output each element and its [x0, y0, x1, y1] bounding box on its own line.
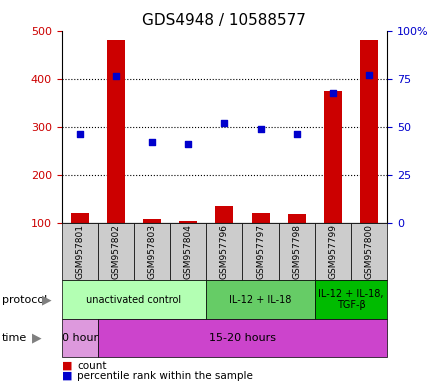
Bar: [288, 214, 306, 223]
Bar: [71, 213, 89, 223]
Title: GDS4948 / 10588577: GDS4948 / 10588577: [143, 13, 306, 28]
Point: [149, 139, 156, 145]
Text: GSM957800: GSM957800: [365, 224, 374, 279]
Text: ▶: ▶: [42, 293, 51, 306]
Text: ■: ■: [62, 361, 72, 371]
Bar: [279, 223, 315, 280]
Text: GSM957798: GSM957798: [292, 224, 301, 279]
Text: ■: ■: [62, 371, 72, 381]
Point: [366, 72, 373, 78]
Bar: [62, 280, 206, 319]
Bar: [252, 213, 270, 223]
Bar: [62, 319, 98, 357]
Bar: [351, 223, 387, 280]
Bar: [98, 223, 134, 280]
Text: time: time: [2, 333, 27, 343]
Text: GSM957797: GSM957797: [256, 224, 265, 279]
Bar: [62, 223, 98, 280]
Bar: [179, 221, 197, 223]
Point: [293, 131, 300, 137]
Text: 0 hour: 0 hour: [62, 333, 98, 343]
Bar: [143, 219, 161, 223]
Text: 15-20 hours: 15-20 hours: [209, 333, 276, 343]
Text: GSM957804: GSM957804: [184, 224, 193, 279]
Text: protocol: protocol: [2, 295, 48, 305]
Text: IL-12 + IL-18,
TGF-β: IL-12 + IL-18, TGF-β: [318, 289, 384, 310]
Text: count: count: [77, 361, 106, 371]
Bar: [242, 223, 279, 280]
Bar: [315, 280, 387, 319]
Bar: [98, 319, 387, 357]
Text: unactivated control: unactivated control: [86, 295, 182, 305]
Point: [185, 141, 192, 147]
Bar: [315, 223, 351, 280]
Bar: [215, 206, 234, 223]
Text: GSM957799: GSM957799: [328, 224, 337, 279]
Bar: [206, 280, 315, 319]
Bar: [170, 223, 206, 280]
Point: [112, 73, 119, 79]
Point: [257, 126, 264, 132]
Point: [330, 90, 337, 96]
Text: IL-12 + IL-18: IL-12 + IL-18: [229, 295, 292, 305]
Point: [76, 131, 83, 137]
Bar: [360, 40, 378, 223]
Bar: [134, 223, 170, 280]
Text: GSM957801: GSM957801: [75, 224, 84, 279]
Bar: [107, 40, 125, 223]
Text: GSM957802: GSM957802: [111, 224, 121, 279]
Text: GSM957796: GSM957796: [220, 224, 229, 279]
Bar: [324, 91, 342, 223]
Text: GSM957803: GSM957803: [147, 224, 157, 279]
Text: ▶: ▶: [32, 331, 41, 344]
Point: [221, 120, 228, 126]
Text: percentile rank within the sample: percentile rank within the sample: [77, 371, 253, 381]
Bar: [206, 223, 242, 280]
